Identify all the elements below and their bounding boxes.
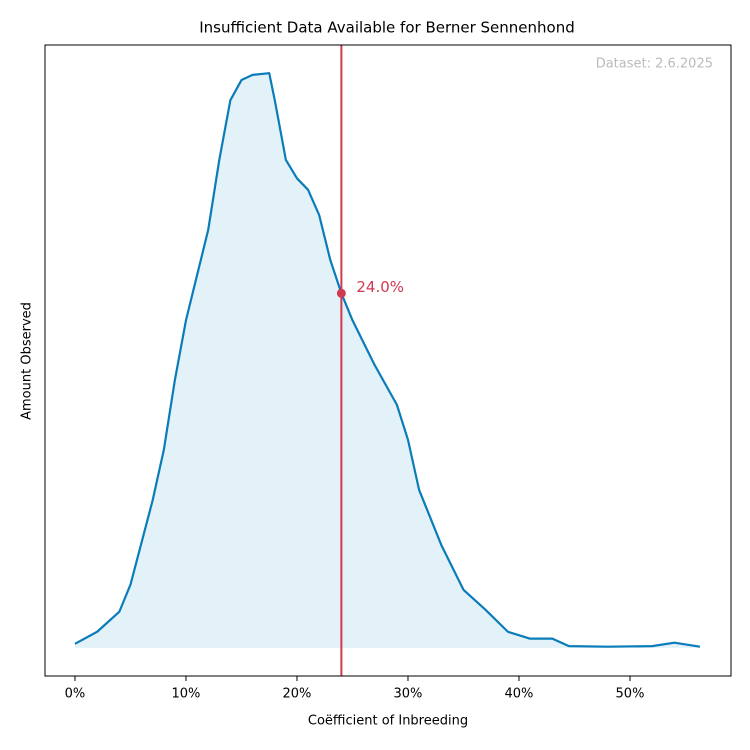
marker-point	[336, 288, 346, 298]
x-tick-label: 20%	[283, 687, 312, 702]
plot-frame	[44, 44, 732, 677]
x-tick-label: 10%	[172, 687, 201, 702]
x-tick-label: 40%	[505, 687, 534, 702]
x-tick-label: 30%	[394, 687, 423, 702]
watermark: Dataset: 2.6.2025	[596, 57, 713, 72]
marker-label: 24.0%	[356, 278, 404, 296]
y-axis-label: Amount Observed	[20, 302, 35, 420]
density-line	[74, 72, 701, 648]
chart-title: Insufficient Data Available for Berner S…	[199, 19, 575, 37]
x-axis-label: Coëfficient of Inbreeding	[308, 714, 468, 729]
x-tick-label: 0%	[65, 687, 86, 702]
area-fill	[74, 73, 700, 648]
x-tick-label: 50%	[616, 687, 645, 702]
